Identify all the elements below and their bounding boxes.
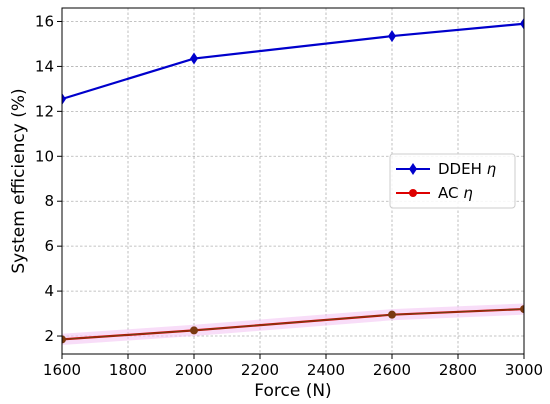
y-tick-label: 8 [44,192,54,210]
legend-marker-ddeh [409,163,417,175]
series-line-ac-overlay [62,308,524,341]
y-axis-label: System efficiency (%) [9,88,29,273]
series-line-ddeh [62,22,524,101]
x-tick-label: 2200 [241,361,279,379]
data-point-ddeh [62,92,66,105]
data-point-ddeh [520,17,524,30]
y-tick-label: 12 [35,102,54,120]
data-point-ac [62,335,66,344]
y-tick-label: 6 [44,237,54,255]
ac-band [62,303,524,346]
data-point-ddeh [388,30,396,43]
data-point-ac [520,305,524,314]
x-tick-label: 2600 [373,361,411,379]
legend-marker-ac [409,189,417,197]
legend-label-ac: AC η [438,184,473,202]
x-tick-label: 3000 [505,361,543,379]
plot-frame [61,7,525,355]
legend: DDEH η AC η [389,153,516,209]
y-tick-label: 2 [44,327,54,345]
y-tick-label: 4 [44,282,54,300]
legend-label-ddeh: DDEH η [438,160,497,178]
y-tick-label: 16 [35,12,54,30]
x-tick-label: 2400 [307,361,345,379]
data-point-ac [388,310,396,319]
x-tick-label: 2000 [175,361,213,379]
ticks: 1600 1800 2000 2200 2400 2600 2800 3000 2 4 6 8 10 12… [35,12,543,379]
legend-box [389,153,516,209]
y-tick-label: 10 [35,147,54,165]
x-tick-label: 1800 [109,361,147,379]
ac-uncertainty-band [62,303,524,346]
data-point-ac [190,326,198,335]
x-axis-label: Force (N) [254,381,331,401]
x-tick-label: 1600 [43,361,81,379]
x-tick-label: 2800 [439,361,477,379]
series-group [62,17,524,344]
y-tick-label: 14 [35,57,54,75]
data-point-ddeh [190,52,198,65]
